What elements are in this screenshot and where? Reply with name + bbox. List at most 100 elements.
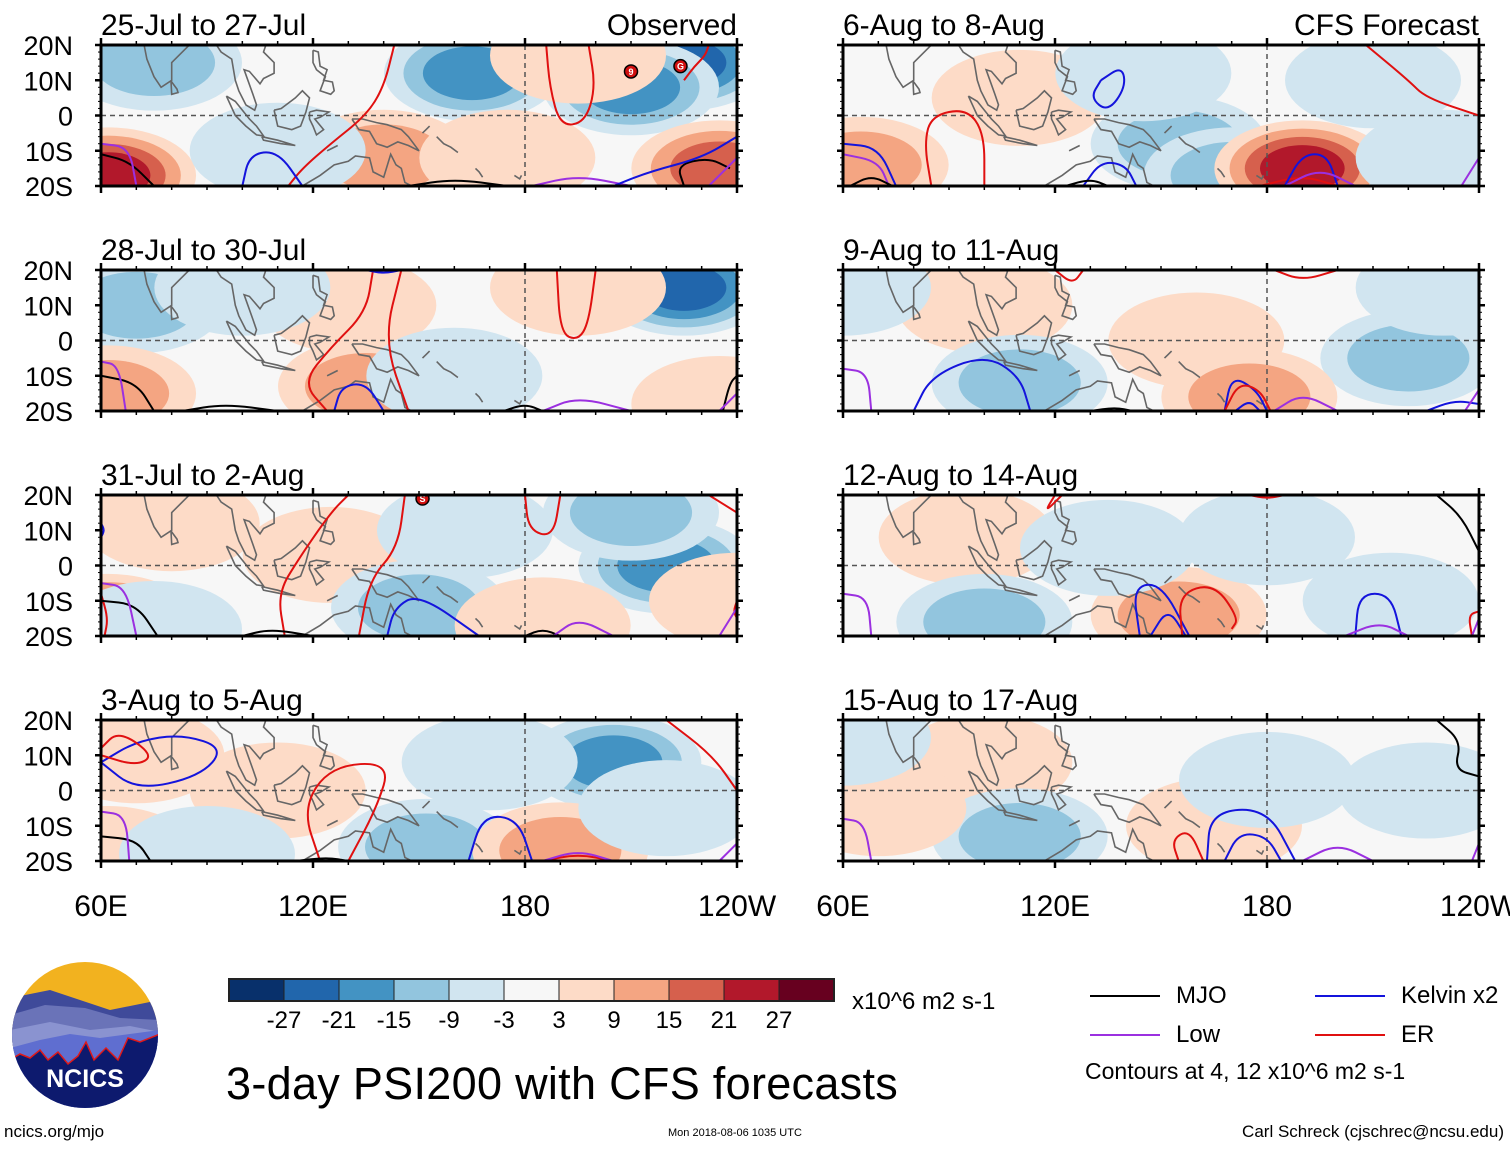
coastline — [1093, 568, 1162, 602]
panel-plot-area: 9G — [101, 45, 737, 186]
x-tick-label: 180 — [1242, 890, 1292, 923]
contour-er — [287, 45, 396, 186]
coastline — [1003, 135, 1038, 147]
coastline — [1054, 499, 1078, 546]
legend-item-low: Low — [1090, 1021, 1220, 1049]
y-tick-label: 0 — [58, 777, 73, 807]
legend-line-kelvin — [1315, 995, 1385, 997]
coastline — [1050, 784, 1074, 812]
panel-plot-area — [843, 720, 1479, 861]
panel-plot-area — [101, 270, 737, 411]
x-tick-label: 120W — [698, 890, 777, 923]
contour-kelvin — [333, 383, 385, 411]
coastline — [1015, 314, 1053, 356]
coastline — [1015, 764, 1053, 806]
anomaly-fill-1 — [101, 45, 216, 96]
contour-kelvin — [1092, 69, 1126, 109]
contour-er — [1365, 45, 1479, 117]
coastline — [957, 270, 1017, 337]
map-panel-3: 28-Jul to 30-Jul 20N 10N 0 10S 20S — [23, 234, 743, 427]
coastline — [912, 755, 921, 771]
coastline — [143, 45, 191, 89]
contour-kelvin — [1223, 379, 1268, 411]
anomaly-fill-3 — [357, 574, 481, 636]
coastline — [301, 152, 414, 186]
coastline — [912, 530, 921, 546]
coastline — [273, 539, 311, 581]
anomaly-fill-6 — [366, 327, 543, 411]
coastline — [1043, 602, 1156, 636]
coastline — [261, 810, 296, 822]
map-panel-2: 6-Aug to 8-Aug CFS Forecast — [837, 9, 1485, 193]
contour-er — [555, 270, 597, 339]
anomaly-fill-5 — [101, 152, 151, 186]
anomaly-fill-8 — [154, 270, 331, 336]
column-header: CFS Forecast — [1294, 9, 1480, 42]
coastline — [1163, 125, 1173, 134]
logo-text: NCICS — [46, 1065, 124, 1093]
legend-item-mjo: MJO — [1090, 982, 1227, 1010]
colorbar-tick-label: -21 — [322, 1007, 357, 1034]
coastline — [967, 320, 1008, 362]
coastline — [261, 585, 296, 597]
column-header: Observed — [607, 9, 737, 42]
anomaly-fill-2 — [365, 813, 488, 861]
y-tick-label: 20S — [25, 847, 73, 877]
coastline — [421, 800, 431, 809]
x-tick-label: 60E — [74, 890, 127, 923]
contour-kelvin — [101, 735, 218, 787]
coastline — [957, 495, 1017, 562]
legend-label-kelvin: Kelvin x2 — [1401, 982, 1499, 1009]
coastline — [261, 360, 296, 372]
colorbar-swatch — [778, 978, 835, 1002]
contour-mjo — [101, 835, 152, 861]
map-panel-4: 9-Aug to 11-Aug — [837, 234, 1485, 418]
contour-kelvin — [1223, 833, 1282, 861]
anomaly-fill-7 — [101, 580, 242, 636]
y-tick-label: 10S — [25, 362, 73, 392]
anomaly-fill-8 — [1355, 109, 1479, 186]
colorbar-swatch — [448, 978, 505, 1002]
anomaly-fill-8 — [189, 102, 366, 186]
contour-er — [1223, 384, 1272, 411]
legend-item-kelvin: Kelvin x2 — [1315, 982, 1498, 1010]
colorbar: -27 -21 -15 -9 -3 3 9 15 21 27 — [228, 978, 835, 1034]
coastline — [912, 305, 921, 321]
colorbar-frame — [228, 978, 835, 1002]
coastline — [1015, 89, 1053, 131]
coastline — [474, 842, 484, 853]
coastline — [1050, 334, 1074, 362]
coastline — [1178, 811, 1201, 829]
coastline — [1163, 800, 1173, 809]
anomaly-fill-9 — [490, 45, 666, 104]
coastline — [513, 624, 523, 631]
panel-plot-area — [101, 720, 737, 861]
coastline — [1050, 109, 1074, 137]
y-tick-label: 10S — [25, 137, 73, 167]
coastline — [225, 545, 266, 587]
anomaly-fill-2 — [958, 802, 1081, 861]
anomaly-fill-4 — [1302, 552, 1479, 636]
panel-plot-area: S — [101, 495, 737, 636]
y-tick-label: 0 — [58, 102, 73, 132]
y-tick-label: 10N — [23, 291, 73, 321]
footer-url[interactable]: ncics.org/mjo — [4, 1122, 105, 1141]
figure-title: 3-day PSI200 with CFS forecasts — [226, 1058, 899, 1109]
coastline — [967, 545, 1008, 587]
coastline — [1068, 369, 1081, 377]
coastline — [474, 617, 484, 628]
coastline — [326, 144, 339, 152]
colorbar-swatch — [723, 978, 780, 1002]
coastline — [513, 399, 523, 406]
panel-title: 25-Jul to 27-Jul — [101, 9, 306, 42]
anomaly-fill-7 — [1355, 270, 1479, 336]
contour-kelvin — [241, 151, 304, 186]
coastline — [326, 819, 339, 827]
colorbar-swatch — [613, 978, 670, 1002]
coastline — [1068, 594, 1081, 602]
panel-title: 6-Aug to 8-Aug — [843, 9, 1045, 42]
anomaly-fill-7 — [1055, 45, 1232, 122]
coastline — [261, 135, 296, 147]
storm-label: 9 — [628, 67, 633, 77]
